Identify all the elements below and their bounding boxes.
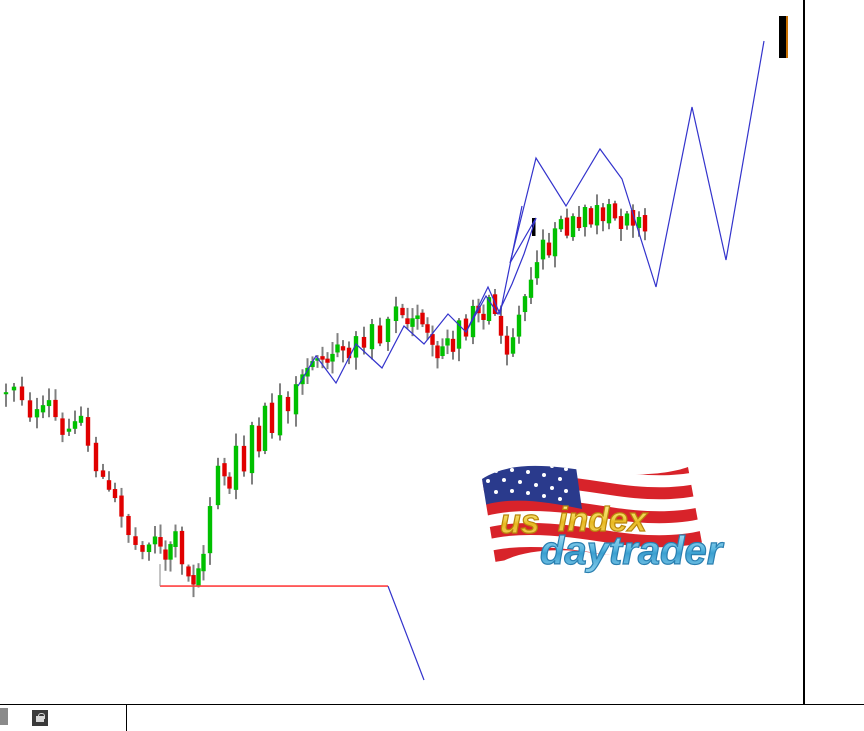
svg-text:index: index	[558, 501, 649, 539]
time-scale[interactable]	[0, 705, 864, 731]
lock-icon[interactable]	[32, 710, 48, 726]
price-scale[interactable]	[803, 0, 864, 705]
time-axis-line	[0, 704, 864, 705]
us-index-daytrader-logo: us index daytrader	[470, 447, 755, 597]
svg-text:us: us	[500, 503, 540, 541]
time-scale-separator	[126, 705, 127, 731]
current-time-badge	[0, 708, 8, 725]
price-axis-line	[803, 0, 805, 705]
chart-canvas	[3, 16, 788, 681]
svg-text:daytrader: daytrader	[540, 529, 725, 573]
chart-plot-area[interactable]	[0, 0, 803, 702]
